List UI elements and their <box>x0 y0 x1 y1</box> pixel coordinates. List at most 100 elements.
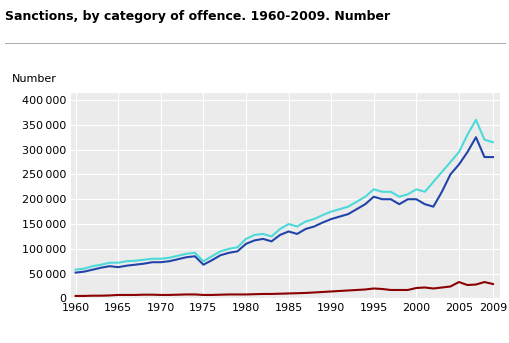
Sanctions, total <box>251 233 257 237</box>
Crimes <box>361 287 367 292</box>
Crimes <box>209 293 215 297</box>
Sanctions, total <box>430 180 436 184</box>
Sanctions, total <box>124 259 130 263</box>
Misdemeanours <box>370 195 376 199</box>
Sanctions, total <box>345 205 351 209</box>
Sanctions, total <box>217 249 223 253</box>
Crimes <box>149 293 155 297</box>
Misdemeanours <box>480 155 487 159</box>
Misdemeanours <box>132 263 138 267</box>
Line: Sanctions, total: Sanctions, total <box>75 120 492 270</box>
Misdemeanours <box>268 239 274 244</box>
Crimes <box>175 293 181 297</box>
Sanctions, total <box>480 138 487 142</box>
Crimes <box>106 293 112 297</box>
Sanctions, total <box>115 261 121 265</box>
Sanctions, total <box>209 254 215 258</box>
Misdemeanours <box>319 221 325 225</box>
Sanctions, total <box>81 267 87 271</box>
Sanctions, total <box>90 264 96 268</box>
Misdemeanours <box>191 254 197 258</box>
Crimes <box>225 292 232 296</box>
Misdemeanours <box>387 197 393 201</box>
Misdemeanours <box>455 163 461 167</box>
Crimes <box>234 292 240 296</box>
Misdemeanours <box>489 155 495 159</box>
Sanctions, total <box>183 252 189 256</box>
Crimes <box>353 288 359 292</box>
Line: Misdemeanours: Misdemeanours <box>75 137 492 273</box>
Sanctions, total <box>327 210 333 214</box>
Crimes <box>124 293 130 297</box>
Misdemeanours <box>183 255 189 259</box>
Crimes <box>157 293 163 297</box>
Misdemeanours <box>140 262 147 266</box>
Misdemeanours <box>149 260 155 264</box>
Crimes <box>294 291 300 295</box>
Crimes <box>183 292 189 296</box>
Misdemeanours <box>310 224 317 228</box>
Misdemeanours <box>294 232 300 236</box>
Sanctions, total <box>472 118 478 122</box>
Sanctions, total <box>310 217 317 221</box>
Sanctions, total <box>234 245 240 249</box>
Misdemeanours <box>98 265 104 270</box>
Misdemeanours <box>175 257 181 261</box>
Sanctions, total <box>285 222 291 226</box>
Sanctions, total <box>268 234 274 238</box>
Crimes <box>395 288 402 292</box>
Sanctions, total <box>200 259 206 263</box>
Sanctions, total <box>438 170 444 174</box>
Misdemeanours <box>472 135 478 139</box>
Sanctions, total <box>446 160 453 164</box>
Crimes <box>242 292 248 296</box>
Misdemeanours <box>106 264 112 268</box>
Crimes <box>421 285 427 289</box>
Misdemeanours <box>285 229 291 234</box>
Misdemeanours <box>379 197 385 201</box>
Crimes <box>489 282 495 286</box>
Crimes <box>464 283 470 287</box>
Sanctions, total <box>191 251 197 255</box>
Sanctions, total <box>242 237 248 241</box>
Crimes <box>387 288 393 292</box>
Sanctions, total <box>421 190 427 194</box>
Misdemeanours <box>72 271 78 275</box>
Text: Sanctions, by category of offence. 1960-2009. Number: Sanctions, by category of offence. 1960-… <box>5 10 389 23</box>
Crimes <box>285 292 291 296</box>
Crimes <box>217 293 223 297</box>
Sanctions, total <box>175 254 181 258</box>
Crimes <box>166 293 172 297</box>
Crimes <box>302 291 308 295</box>
Crimes <box>260 292 266 296</box>
Crimes <box>81 294 87 298</box>
Misdemeanours <box>166 259 172 263</box>
Misdemeanours <box>200 263 206 267</box>
Sanctions, total <box>455 150 461 154</box>
Misdemeanours <box>412 197 418 201</box>
Misdemeanours <box>327 217 333 221</box>
Crimes <box>379 287 385 291</box>
Sanctions, total <box>353 200 359 204</box>
Misdemeanours <box>209 258 215 262</box>
Crimes <box>98 294 104 298</box>
Crimes <box>345 288 351 293</box>
Crimes <box>132 293 138 297</box>
Crimes <box>430 286 436 291</box>
Misdemeanours <box>404 197 410 201</box>
Misdemeanours <box>361 202 367 206</box>
Misdemeanours <box>464 150 470 154</box>
Misdemeanours <box>421 202 427 206</box>
Crimes <box>412 286 418 290</box>
Crimes <box>327 289 333 294</box>
Crimes <box>336 289 342 293</box>
Misdemeanours <box>395 202 402 206</box>
Sanctions, total <box>276 227 282 231</box>
Sanctions, total <box>395 195 402 199</box>
Misdemeanours <box>345 212 351 216</box>
Crimes <box>480 280 487 284</box>
Crimes <box>404 288 410 292</box>
Crimes <box>446 284 453 288</box>
Misdemeanours <box>260 237 266 241</box>
Crimes <box>191 292 197 296</box>
